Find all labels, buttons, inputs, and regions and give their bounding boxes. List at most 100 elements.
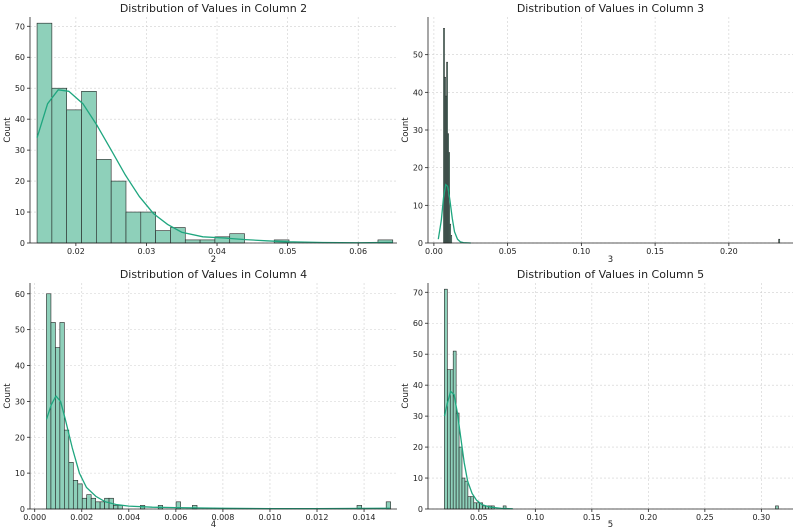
histogram-bar: [96, 159, 112, 244]
x-tick-label: 0.05: [499, 247, 517, 256]
histogram-bar: [155, 230, 171, 244]
x-axis-label: 4: [211, 520, 216, 530]
histogram-bar: [64, 429, 70, 510]
histogram-bar: [447, 369, 451, 510]
histogram-bar: [77, 483, 83, 510]
histogram-bar: [476, 502, 480, 510]
plot-area: 0.02 0.03 0.04 0.05 0.06 0 10 20 30 40 50 60 70: [15, 17, 397, 256]
y-tick-label: 30: [413, 126, 423, 135]
histogram-bar: [59, 322, 65, 510]
panel-column-2: 0.02 0.03 0.04 0.05 0.06 0 10 20 30 40 50 60 70 Dist…: [3, 2, 397, 265]
y-tick-label: 30: [15, 397, 25, 406]
x-tick-label: 0.002: [70, 513, 93, 522]
plot-area: 0.00 0.05 0.10 0.15 0.20 0 10 20 30 40 50: [413, 17, 793, 256]
histogram-bar: [461, 477, 466, 510]
y-tick-label: 40: [413, 88, 423, 97]
histogram-bar: [473, 502, 478, 510]
histogram-bar: [36, 22, 53, 244]
kde-curve: [36, 89, 393, 244]
y-tick-label: 50: [413, 350, 423, 359]
x-tick-label: 0.012: [306, 513, 329, 522]
y-tick-label: 20: [413, 164, 423, 173]
x-tick-label: 0.004: [117, 513, 140, 522]
x-tick-label: 0.010: [259, 513, 282, 522]
x-tick-label: 0.02: [67, 247, 85, 256]
y-tick-label: 30: [15, 146, 25, 155]
x-tick-label: 0.014: [353, 513, 376, 522]
histogram-bar: [455, 412, 460, 510]
panel-column-4: 0.000 0.002 0.004 0.006 0.008 0.010 0.012 0.014…: [3, 268, 397, 530]
y-tick-label: 20: [15, 177, 25, 186]
histogram-bar: [450, 235, 453, 244]
histogram-bar: [482, 505, 486, 510]
histogram-bar: [68, 462, 74, 510]
histogram-bar: [95, 501, 101, 510]
x-tick-label: 0.25: [696, 513, 714, 522]
x-tick-label: 0.15: [583, 513, 601, 522]
kde-curve: [437, 183, 471, 244]
x-tick-label: 0.20: [720, 247, 738, 256]
histogram-bar: [458, 446, 463, 510]
histogram-bar: [104, 497, 110, 510]
histogram-bar: [184, 239, 201, 244]
y-tick-label: 60: [15, 53, 25, 62]
y-tick-label: 0: [20, 505, 25, 514]
x-axis-label: 5: [608, 520, 613, 530]
y-tick-label: 70: [15, 22, 25, 31]
x-tick-label: 0.20: [639, 513, 657, 522]
histogram-bar: [72, 480, 79, 510]
y-tick-label: 60: [413, 319, 423, 328]
y-tick-label: 10: [15, 469, 25, 478]
x-tick-label: 0.10: [526, 513, 544, 522]
histogram-bar: [90, 497, 96, 510]
x-tick-label: 0.04: [208, 247, 226, 256]
chart-title: Distribution of Values in Column 4: [120, 268, 307, 281]
y-tick-label: 10: [15, 208, 25, 217]
histogram-bar: [81, 497, 87, 510]
y-tick-label: 20: [15, 433, 25, 442]
x-tick-label: 0.10: [572, 247, 590, 256]
x-axis-label: 3: [608, 255, 613, 265]
y-tick-label: 70: [413, 288, 423, 297]
x-tick-label: 0.05: [279, 247, 297, 256]
histogram-bar: [140, 211, 156, 244]
x-tick-label: 0.03: [138, 247, 156, 256]
y-tick-label: 40: [15, 115, 25, 124]
y-tick-label: 20: [413, 443, 423, 452]
x-tick-label: 0.00: [425, 247, 443, 256]
y-tick-label: 50: [413, 51, 423, 60]
histogram-bar: [778, 238, 781, 244]
chart-title: Distribution of Values in Column 2: [120, 2, 307, 15]
panel-column-5: 0.05 0.10 0.15 0.20 0.25 0.30010203040506070 …: [401, 268, 793, 530]
histogram-bar: [99, 501, 105, 510]
panel-column-3: 0.00 0.05 0.10 0.15 0.20 0 10 20 30 40 50 Distribu…: [401, 2, 793, 265]
y-tick-label: 60: [15, 290, 25, 299]
histogram-bar: [125, 211, 142, 244]
histogram-bar: [117, 505, 123, 510]
x-tick-label: 0.30: [752, 513, 770, 522]
histogram-bar: [199, 239, 216, 244]
histogram-bar: [470, 496, 475, 510]
histogram-bar: [775, 505, 779, 510]
kde-curve: [443, 390, 513, 510]
x-axis-label: 2: [211, 255, 216, 265]
y-tick-label: 0: [418, 505, 423, 514]
chart-title: Distribution of Values in Column 5: [517, 268, 704, 281]
y-tick-label: 50: [15, 84, 25, 93]
histogram-bar: [467, 496, 472, 510]
histogram-bar: [464, 480, 469, 510]
x-tick-label: 0.006: [164, 513, 187, 522]
histogram-bar: [86, 494, 92, 510]
y-axis-label: Count: [401, 383, 411, 409]
x-tick-label: 0.06: [349, 247, 367, 256]
histogram-bar: [449, 369, 454, 510]
y-tick-label: 30: [413, 412, 423, 421]
y-tick-label: 50: [15, 326, 25, 335]
y-axis-label: Count: [401, 117, 411, 143]
histogram-bar: [444, 288, 448, 510]
chart-title: Distribution of Values in Column 3: [517, 2, 704, 15]
y-tick-label: 10: [413, 201, 423, 210]
y-tick-label: 10: [413, 474, 423, 483]
x-tick-label: 0.15: [646, 247, 664, 256]
